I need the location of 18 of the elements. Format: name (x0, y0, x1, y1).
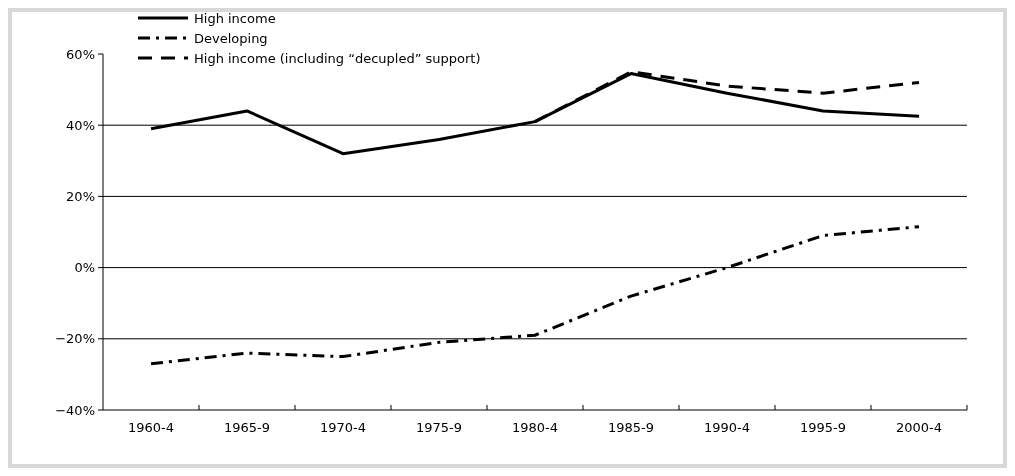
x-tick-label: 2000-4 (895, 420, 943, 435)
x-tick-label: 1970-4 (319, 420, 367, 435)
y-tick-label: 0% (74, 260, 95, 276)
x-tick-label: 1995-9 (799, 420, 847, 435)
x-tick-label: 1960-4 (127, 420, 175, 435)
y-tick-label: −40% (55, 402, 95, 418)
legend-label: High income (194, 10, 276, 26)
y-tick-label: 40% (66, 117, 95, 133)
x-tick-label: 1985-9 (607, 420, 655, 435)
y-tick-label: −20% (55, 331, 95, 347)
legend-label: Developing (194, 30, 268, 46)
x-tick-label: 1975-9 (415, 420, 463, 435)
x-tick-label: 1965-9 (223, 420, 271, 435)
x-tick-label: 1980-4 (511, 420, 559, 435)
y-tick-label: 60% (66, 46, 95, 62)
legend-label: High income (including “decupled” support) (194, 50, 481, 66)
y-tick-label: 20% (66, 188, 95, 204)
x-tick-label: 1990-4 (703, 420, 751, 435)
